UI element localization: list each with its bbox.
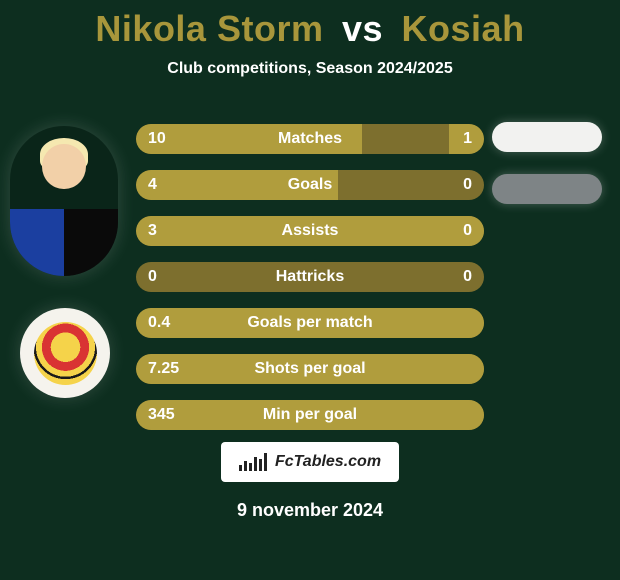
- stat-row: 345Min per goal: [136, 400, 484, 430]
- stat-label: Hattricks: [136, 262, 484, 292]
- branding-bars-icon: [239, 453, 267, 471]
- player1-name: Nikola Storm: [95, 8, 323, 49]
- club-crest-avatar: [20, 308, 110, 398]
- stat-row: 00Hattricks: [136, 262, 484, 292]
- stat-row: 101Matches: [136, 124, 484, 154]
- stat-label: Shots per goal: [136, 354, 484, 384]
- branding-text: FcTables.com: [275, 453, 381, 471]
- avatars-column: [10, 126, 120, 430]
- stat-row: 0.4Goals per match: [136, 308, 484, 338]
- stat-row: 30Assists: [136, 216, 484, 246]
- player2-name: Kosiah: [402, 8, 525, 49]
- stat-label: Goals per match: [136, 308, 484, 338]
- stat-row: 7.25Shots per goal: [136, 354, 484, 384]
- player1-avatar: [10, 126, 118, 276]
- stat-label: Min per goal: [136, 400, 484, 430]
- pill-1: [492, 122, 602, 152]
- subtitle: Club competitions, Season 2024/2025: [0, 60, 620, 78]
- club-crest: [34, 322, 97, 385]
- right-badges: [492, 122, 602, 226]
- pill-2: [492, 174, 602, 204]
- stat-label: Assists: [136, 216, 484, 246]
- stat-label: Goals: [136, 170, 484, 200]
- footer-date: 9 november 2024: [237, 500, 383, 521]
- stats-panel: 101Matches 40Goals 30Assists 00Hattricks 0.4…: [136, 124, 484, 446]
- comparison-title: Nikola Storm vs Kosiah: [0, 0, 620, 50]
- player1-head: [42, 144, 85, 189]
- vs-text: vs: [342, 8, 383, 49]
- stat-label: Matches: [136, 124, 484, 154]
- stat-row: 40Goals: [136, 170, 484, 200]
- branding-badge: FcTables.com: [221, 442, 399, 482]
- player1-jersey: [10, 209, 118, 277]
